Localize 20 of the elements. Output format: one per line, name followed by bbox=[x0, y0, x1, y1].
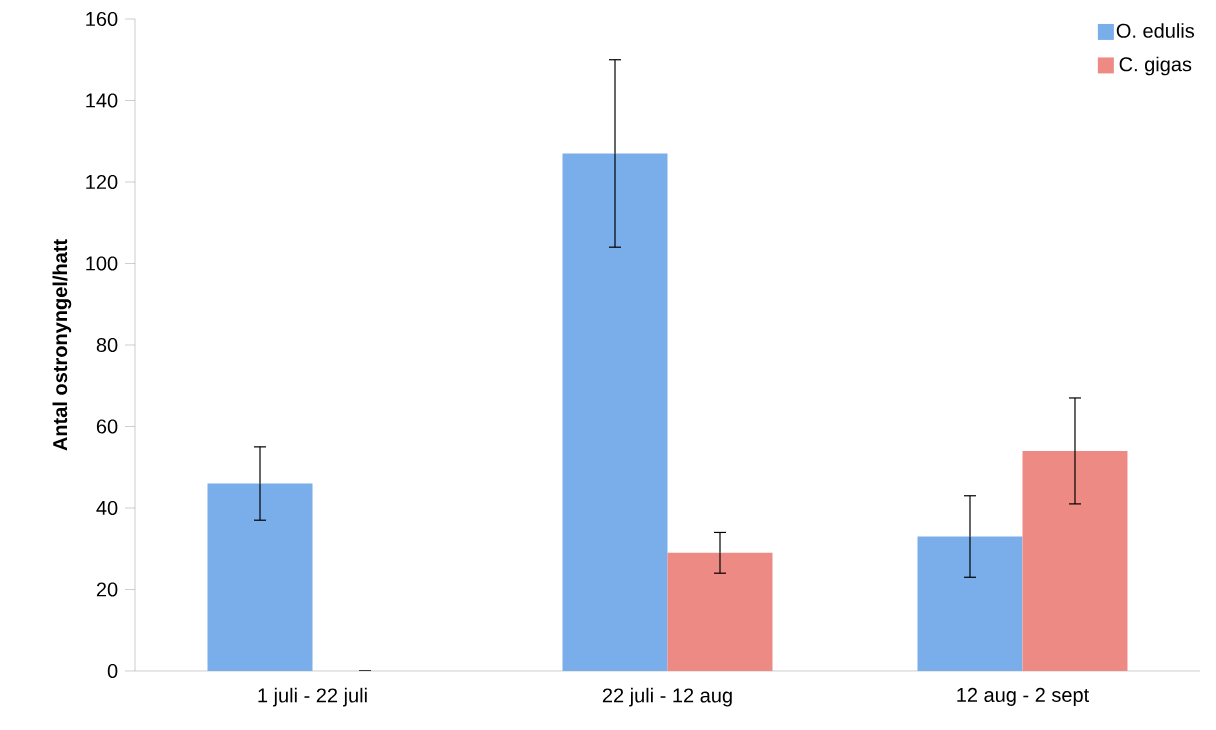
y-tick-label: 140 bbox=[86, 93, 118, 108]
bar bbox=[917, 536, 1023, 671]
legend-label: C. gigas bbox=[1119, 56, 1192, 76]
x-tick-label: 12 aug - 2 sept bbox=[957, 687, 1090, 706]
y-tick-label: 20 bbox=[96, 582, 118, 597]
y-tick-label: 40 bbox=[96, 500, 118, 516]
y-tick-label: 160 bbox=[86, 11, 118, 27]
x-tick-label: 22 juli - 12 aug bbox=[602, 687, 732, 707]
y-tick-label: 80 bbox=[96, 337, 118, 353]
y-tick-label: 100 bbox=[86, 256, 118, 271]
y-tick-label: 60 bbox=[96, 419, 118, 434]
y-axis-title: Antal ostronyngel/hatt bbox=[52, 239, 72, 451]
bar bbox=[1022, 450, 1128, 671]
y-tick-label: 0 bbox=[107, 663, 118, 679]
bar bbox=[667, 552, 773, 671]
y-tick-label: 120 bbox=[86, 174, 118, 190]
x-tick-label: 1 juli - 22 juli bbox=[258, 687, 367, 707]
legend-label: O. edulis bbox=[1116, 23, 1195, 38]
bar bbox=[562, 153, 668, 671]
bar bbox=[207, 483, 313, 671]
